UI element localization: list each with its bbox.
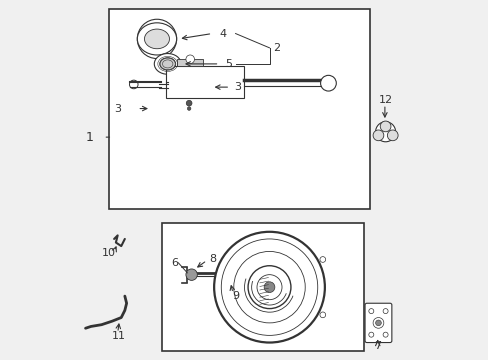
Circle shape [375, 320, 381, 326]
Text: 6: 6 [171, 258, 178, 268]
Ellipse shape [153, 103, 161, 114]
Text: 9: 9 [231, 291, 239, 301]
Ellipse shape [199, 82, 207, 93]
Circle shape [187, 107, 190, 111]
Circle shape [320, 75, 336, 91]
Ellipse shape [224, 267, 232, 282]
Circle shape [185, 269, 197, 280]
Circle shape [264, 282, 274, 293]
Text: 12: 12 [378, 95, 392, 105]
Circle shape [185, 55, 194, 64]
Circle shape [151, 33, 162, 44]
Circle shape [148, 30, 165, 48]
Text: 3: 3 [233, 82, 240, 92]
Text: 10: 10 [102, 248, 115, 258]
Circle shape [214, 232, 324, 342]
Circle shape [247, 266, 290, 309]
Text: 1: 1 [85, 131, 93, 144]
Text: 4: 4 [219, 28, 226, 39]
Text: 2: 2 [272, 43, 280, 53]
Bar [108, 9, 369, 208]
Ellipse shape [329, 72, 344, 94]
Text: 5: 5 [224, 59, 231, 69]
Circle shape [224, 243, 313, 332]
Ellipse shape [144, 29, 169, 49]
Circle shape [221, 239, 317, 336]
Ellipse shape [154, 54, 181, 74]
Text: 8: 8 [208, 254, 216, 264]
Circle shape [144, 26, 169, 51]
Text: 3: 3 [114, 104, 121, 113]
Circle shape [233, 251, 305, 323]
Circle shape [382, 332, 387, 337]
Bar [165, 66, 244, 98]
Circle shape [382, 309, 387, 314]
Ellipse shape [220, 263, 236, 286]
Circle shape [129, 80, 138, 89]
Circle shape [372, 318, 383, 328]
Ellipse shape [137, 23, 176, 55]
Circle shape [372, 130, 383, 141]
Ellipse shape [196, 78, 210, 96]
Circle shape [186, 100, 192, 106]
Text: 11: 11 [112, 332, 126, 342]
Ellipse shape [150, 100, 163, 117]
Circle shape [368, 309, 373, 314]
Ellipse shape [160, 58, 175, 70]
Bar [176, 59, 203, 66]
Circle shape [319, 312, 325, 318]
Circle shape [319, 257, 325, 262]
Text: 7: 7 [373, 341, 380, 351]
Bar [162, 223, 364, 351]
Circle shape [137, 19, 176, 59]
Circle shape [228, 246, 310, 328]
FancyBboxPatch shape [365, 303, 391, 342]
Circle shape [257, 275, 282, 300]
Circle shape [386, 130, 397, 141]
Circle shape [217, 235, 321, 339]
Circle shape [375, 122, 395, 142]
Circle shape [380, 121, 390, 132]
Circle shape [368, 332, 373, 337]
